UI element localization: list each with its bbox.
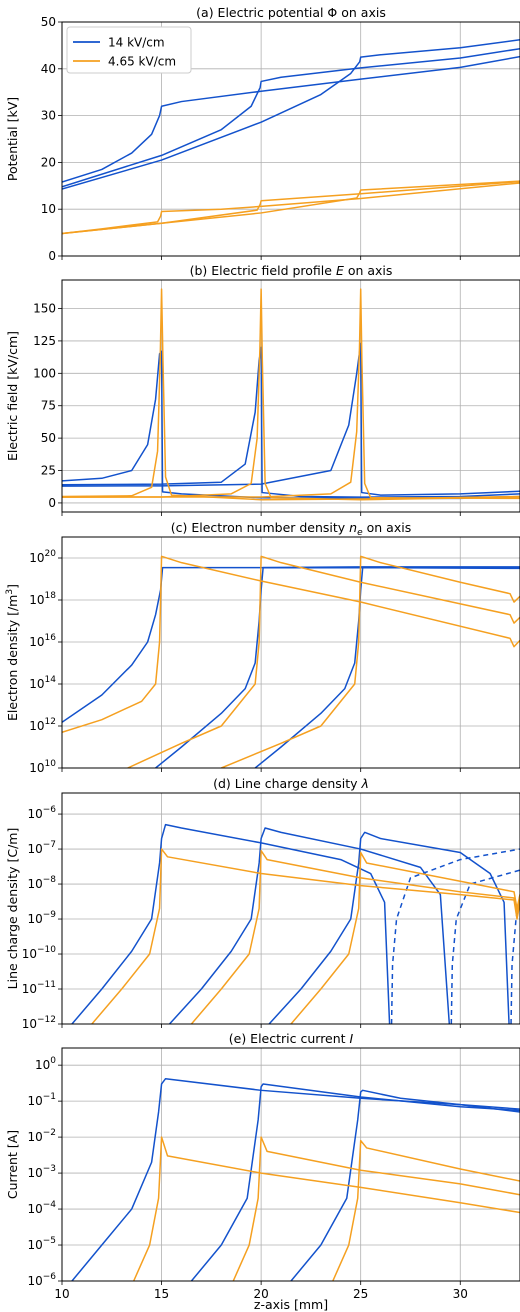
series-line-orange-3 bbox=[62, 182, 520, 235]
x-tick-label: 20 bbox=[253, 1287, 268, 1301]
panel-title: (e) Electric current I bbox=[229, 1031, 354, 1046]
y-axis-label: Line charge density [C/m] bbox=[5, 828, 20, 990]
series-line-blue-1 bbox=[62, 47, 520, 188]
series-line-orange-5 bbox=[221, 555, 520, 768]
panel-e: 10−6 10−5 10−4 10−3 10−2 10−1 100 10 15 20 25 30 (e)… bbox=[5, 1031, 520, 1301]
series-line-blue-2 bbox=[254, 566, 520, 768]
panel-c: 1010 1012 1014 1016 1018 1020 (c) Electron num… bbox=[5, 520, 520, 775]
series-line-blue-0 bbox=[71, 823, 391, 1024]
x-tick-label: 15 bbox=[154, 1287, 169, 1301]
y-tick-label: 20 bbox=[41, 155, 56, 169]
legend: 14 kV/cm 4.65 kV/cm bbox=[66, 26, 192, 74]
panel-d: 10−12 10−11 10−10 10−9 10−8 10−7 10−6 (d) Line … bbox=[5, 776, 520, 1031]
legend-label: 14 kV/cm bbox=[108, 36, 165, 50]
y-axis-label: Electron density [/m3] bbox=[5, 584, 20, 721]
series-line-orange-3 bbox=[133, 1136, 520, 1281]
panel-b: 0 25 50 75 100 125 150 (b) Electric field profi… bbox=[5, 263, 520, 516]
y-tick-label: 40 bbox=[41, 62, 56, 76]
x-tick-label: 30 bbox=[453, 1287, 468, 1301]
series-line-orange-4 bbox=[232, 1136, 520, 1281]
y-axis-label: Current [A] bbox=[5, 1130, 20, 1199]
series-line-blue-2 bbox=[62, 39, 520, 190]
series-line-blue-1 bbox=[155, 566, 520, 768]
series-line-orange-4 bbox=[127, 555, 520, 768]
y-tick-label: 10−5 bbox=[27, 1236, 56, 1252]
y-tick-label: 10−1 bbox=[27, 1092, 56, 1108]
axes-frame bbox=[61, 21, 520, 257]
y-tick-label: 10−10 bbox=[22, 945, 57, 961]
y-tick-label: 10−2 bbox=[27, 1128, 56, 1144]
y-axis-label: Potential [kV] bbox=[5, 97, 20, 181]
series-line-blue-0 bbox=[62, 55, 520, 183]
y-tick-label: 150 bbox=[33, 302, 56, 316]
panel-title: (b) Electric field profile E on axis bbox=[190, 263, 393, 278]
panel-a: 0 10 20 30 40 50 (a) Electric potential Φ on a… bbox=[5, 5, 520, 263]
series-group bbox=[62, 555, 520, 768]
panel-title: (c) Electron number density ne on axis bbox=[171, 520, 411, 538]
y-axis-label: Electric field [kV/cm] bbox=[5, 331, 20, 461]
y-tick-label: 1014 bbox=[29, 675, 56, 691]
series-group bbox=[71, 823, 520, 1024]
panel-title: (d) Line charge density λ bbox=[213, 776, 369, 791]
y-tick-label: 10 bbox=[41, 202, 56, 216]
series-line-orange-6 bbox=[91, 848, 520, 1024]
series-line-blue-1 bbox=[390, 848, 520, 1024]
series-line-orange-4 bbox=[62, 288, 520, 501]
y-tick-label: 1010 bbox=[29, 759, 56, 775]
y-tick-label: 30 bbox=[41, 109, 56, 123]
y-tick-label: 10−8 bbox=[27, 875, 56, 891]
y-tick-label: 1016 bbox=[29, 633, 56, 649]
series-line-blue-3 bbox=[450, 869, 520, 1024]
y-tick-label: 10−3 bbox=[27, 1164, 56, 1180]
y-tick-label: 50 bbox=[41, 431, 56, 445]
y-tick-label: 10−9 bbox=[27, 910, 56, 926]
series-line-blue-4 bbox=[268, 831, 510, 1024]
series-line-orange-5 bbox=[62, 180, 520, 235]
y-tick-label: 0 bbox=[48, 496, 56, 510]
series-line-orange-5 bbox=[62, 288, 520, 500]
x-tick-label: 25 bbox=[353, 1287, 368, 1301]
y-tick-label: 10−6 bbox=[27, 805, 56, 821]
series-group bbox=[62, 288, 520, 501]
y-tick-label: 1018 bbox=[29, 591, 56, 607]
y-tick-label: 125 bbox=[33, 334, 56, 348]
series-line-orange-5 bbox=[332, 1139, 520, 1281]
x-tick-label: 10 bbox=[54, 1287, 69, 1301]
panel-title: (a) Electric potential Φ on axis bbox=[196, 5, 386, 20]
series-line-blue-2 bbox=[168, 827, 451, 1024]
y-tick-label: 10−11 bbox=[22, 980, 56, 996]
series-line-orange-7 bbox=[190, 849, 520, 1024]
y-tick-label: 1012 bbox=[29, 717, 56, 733]
x-axis-label: z-axis [mm] bbox=[254, 1297, 328, 1312]
series-line-blue-2 bbox=[62, 342, 520, 496]
axes-frame bbox=[61, 536, 520, 769]
series-line-orange-8 bbox=[290, 851, 520, 1024]
series-line-blue-1 bbox=[62, 346, 520, 498]
series-group bbox=[71, 1077, 520, 1281]
y-tick-label: 10−6 bbox=[27, 1272, 56, 1288]
series-group bbox=[62, 39, 520, 235]
axes-frame bbox=[61, 1047, 520, 1282]
series-line-blue-0 bbox=[62, 566, 520, 723]
y-tick-label: 75 bbox=[41, 399, 56, 413]
y-tick-label: 10−12 bbox=[22, 1015, 56, 1031]
y-tick-label: 1020 bbox=[29, 549, 56, 565]
y-tick-label: 0 bbox=[48, 249, 56, 263]
axes-frame bbox=[61, 792, 520, 1025]
y-tick-label: 25 bbox=[41, 464, 56, 478]
axes-frame bbox=[61, 279, 520, 513]
series-line-blue-0 bbox=[71, 1077, 520, 1281]
y-tick-label: 10−7 bbox=[27, 840, 56, 856]
series-line-orange-3 bbox=[62, 555, 520, 734]
y-tick-label: 10−4 bbox=[27, 1200, 56, 1216]
y-tick-label: 100 bbox=[33, 366, 56, 380]
series-line-orange-3 bbox=[62, 288, 520, 501]
series-line-blue-1 bbox=[190, 1083, 520, 1281]
y-tick-label: 50 bbox=[41, 15, 56, 29]
legend-label: 4.65 kV/cm bbox=[108, 55, 176, 69]
series-line-blue-2 bbox=[290, 1089, 520, 1281]
y-tick-label: 100 bbox=[35, 1056, 56, 1072]
